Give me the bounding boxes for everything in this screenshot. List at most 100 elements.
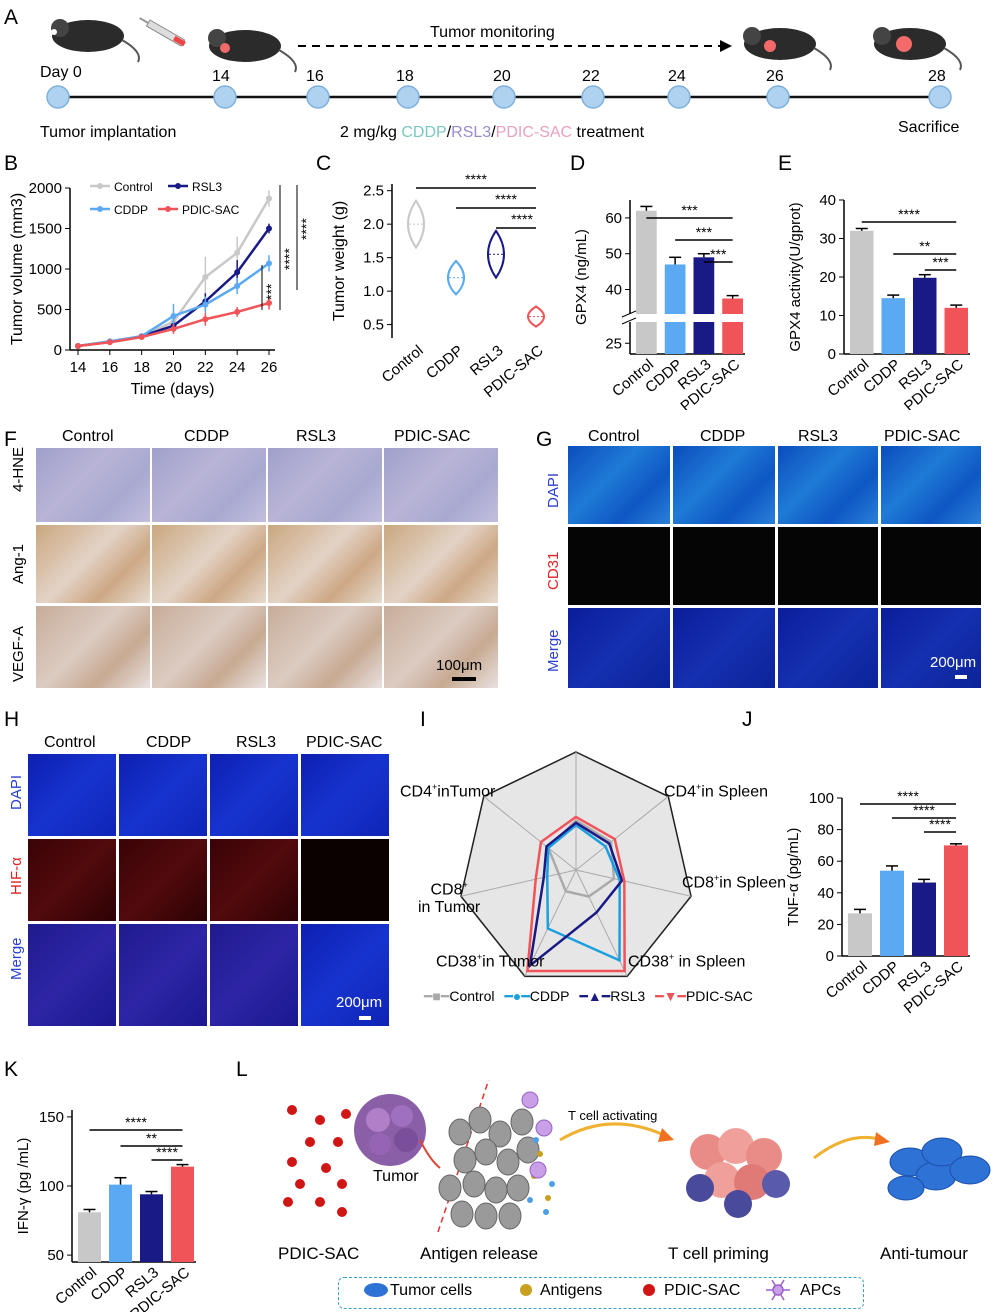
panel-h-row-hif: HIF-α: [8, 857, 25, 895]
x-tick-label: CDDP: [859, 958, 902, 998]
legend-marker: [97, 206, 103, 212]
panel-f-col-cddp: CDDP: [184, 428, 230, 445]
sig-label: ****: [897, 788, 919, 804]
tumor-implantation-label: Tumor implantation: [40, 124, 177, 141]
x-tick-label: 24: [229, 359, 246, 376]
fluorescence-image: [881, 446, 981, 524]
mouse-icon: [873, 27, 962, 71]
timeline-day-28: 28: [928, 68, 946, 85]
panel-h-row-merge: Merge: [8, 937, 25, 980]
sig-label: ****: [281, 248, 297, 270]
bar-control: [850, 230, 874, 354]
fluorescence-image: [210, 754, 298, 836]
fluorescence-image: [673, 608, 775, 688]
timeline-day-16: 16: [306, 68, 324, 85]
axis-break-mark: [621, 317, 637, 325]
y-tick-label: 500: [37, 302, 62, 319]
legend-antigens: Antigens: [540, 1282, 603, 1299]
panel-f-col-pdic: PDIC-SAC: [394, 428, 471, 445]
violin-control: [407, 198, 425, 250]
fluorescence-image: [881, 608, 981, 688]
sig-label: ****: [929, 816, 951, 832]
data-point: [75, 342, 81, 349]
sig-label: ****: [495, 191, 517, 207]
radar-spoke: [524, 869, 577, 977]
timeline-day-22: 22: [582, 68, 600, 85]
panel-f-row-4hne: 4-HNE: [10, 446, 27, 492]
bar-control: [78, 1212, 101, 1262]
y-axis-label: Tumor weight (g): [331, 201, 348, 321]
sacrifice-label: Sacrifice: [898, 119, 960, 136]
violin-rsl3: [487, 229, 505, 280]
y-tick-label: 2000: [29, 180, 62, 197]
x-tick-label: 18: [133, 359, 150, 376]
legend-label: CDDP: [114, 203, 148, 217]
bar-control: [848, 913, 872, 956]
fluorescence-image: [210, 839, 298, 921]
y-tick-label: 30: [819, 231, 836, 248]
y-tick-label: 2.5: [363, 183, 384, 200]
mechanism-legend-box: [338, 1277, 864, 1309]
panel-letter-d: D: [570, 152, 586, 175]
y-tick-label: 0.5: [363, 317, 384, 334]
y-tick-label: 50: [47, 1247, 64, 1264]
radar-series-cddp: [545, 823, 621, 963]
fluorescence-image: [881, 527, 981, 605]
sig-label: ***: [681, 202, 698, 218]
sig-label: ***: [710, 246, 727, 262]
ihc-image: [268, 448, 382, 522]
fluorescence-image: [301, 924, 389, 1026]
treatment-pdic: PDIC-SAC: [495, 124, 573, 141]
panel-letter-k: K: [4, 1058, 19, 1081]
radar-spoke: [460, 869, 577, 897]
legend-label: PDIC-SAC: [182, 203, 240, 217]
mechanism-anti-tumour-label: Anti-tumour: [880, 1244, 968, 1263]
bar-pdic-sac: [722, 298, 743, 354]
panel-g-row-merge: Merge: [545, 629, 562, 672]
panel-g-col-rsl3: RSL3: [798, 428, 839, 445]
fluorescence-image: [673, 527, 775, 605]
fluorescence-image: [568, 446, 670, 524]
panel-g-col-cddp: CDDP: [700, 428, 746, 445]
radar-spoke: [575, 869, 692, 897]
y-tick-label: 60: [817, 853, 834, 870]
y-tick-label: 1500: [29, 221, 62, 238]
y-tick-label: 2.0: [363, 216, 384, 233]
ihc-image: [384, 448, 498, 522]
sig-label: ****: [898, 206, 920, 222]
fluorescence-image: [28, 924, 116, 1026]
legend-marker: [175, 183, 181, 189]
data-point: [234, 269, 241, 276]
timeline-day-18: 18: [396, 68, 414, 85]
x-tick-label: CDDP: [423, 342, 466, 382]
mechanism-tumor-label: Tumor: [373, 1168, 419, 1185]
data-point: [170, 325, 177, 332]
ihc-image: [268, 525, 382, 603]
panel-f-col-control: Control: [62, 428, 114, 445]
panel-g-row-dapi: DAPI: [545, 472, 562, 508]
timeline-day-0: Day 0: [40, 64, 82, 81]
y-axis-label: Tumor volume (mm3): [9, 193, 26, 345]
fluorescence-image: [28, 839, 116, 921]
x-tick-label: Control: [379, 342, 427, 386]
radar-label-cd8-tumor: CD8+ in Tumor: [418, 880, 481, 917]
timeline-day-26: 26: [766, 68, 784, 85]
bar-rsl3: [912, 882, 936, 956]
data-point: [234, 308, 241, 315]
x-tick-label: 16: [101, 359, 118, 376]
data-point: [234, 283, 241, 290]
sig-label: **: [919, 238, 930, 254]
scale-bar: [359, 1016, 371, 1020]
bar-pdic-sac: [944, 845, 968, 956]
sig-label: ***: [932, 254, 949, 270]
panel-letter-i: I: [420, 708, 426, 731]
legend-label: RSL3: [192, 180, 222, 194]
panel-f-col-rsl3: RSL3: [296, 428, 337, 445]
y-tick-label: 1.5: [363, 250, 384, 267]
y-tick-label: 40: [605, 282, 622, 299]
data-point: [138, 334, 145, 341]
axis-break: [624, 314, 745, 322]
legend-label: Control: [114, 180, 153, 194]
scale-bar: [955, 675, 967, 679]
